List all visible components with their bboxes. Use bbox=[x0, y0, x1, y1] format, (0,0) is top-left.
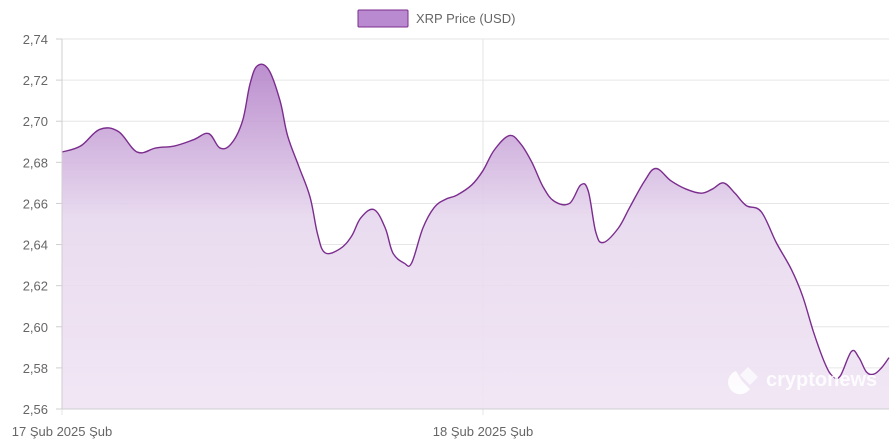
x-tick-label: 18 Şub 2025 Şub bbox=[433, 424, 533, 439]
watermark-text: cryptonews bbox=[766, 369, 877, 391]
x-tick-label: 17 Şub 2025 Şub bbox=[12, 424, 112, 439]
axes bbox=[61, 39, 889, 410]
price-area-layer bbox=[62, 64, 889, 410]
x-axis-tick-labels: 17 Şub 2025 Şub 18 Şub 2025 Şub bbox=[12, 424, 534, 439]
price-line-layer bbox=[61, 63, 890, 380]
y-tick-label: 2,58 bbox=[23, 361, 48, 376]
y-tick-label: 2,60 bbox=[23, 320, 48, 335]
y-tick-label: 2,72 bbox=[23, 73, 48, 88]
y-axis-tick-labels: 2,56 2,58 2,60 2,62 2,64 2,66 2,68 2,70 2,72 2,74 bbox=[23, 32, 48, 417]
y-tick-label: 2,62 bbox=[23, 279, 48, 294]
cryptonews-watermark: cryptonews bbox=[728, 367, 877, 395]
y-tick-label: 2,64 bbox=[23, 238, 48, 253]
y-tick-label: 2,70 bbox=[23, 114, 48, 129]
y-tick-label: 2,56 bbox=[23, 402, 48, 417]
price-line[interactable] bbox=[61, 63, 890, 380]
legend-swatch[interactable] bbox=[357, 9, 409, 28]
y-tick-label: 2,66 bbox=[23, 196, 48, 211]
legend-label[interactable]: XRP Price (USD) bbox=[416, 11, 515, 26]
y-tick-label: 2,74 bbox=[23, 32, 48, 47]
price-area bbox=[62, 64, 889, 410]
cryptonews-logo-icon bbox=[728, 367, 758, 395]
y-tick-label: 2,68 bbox=[23, 155, 48, 170]
legend[interactable]: XRP Price (USD) bbox=[357, 9, 515, 28]
